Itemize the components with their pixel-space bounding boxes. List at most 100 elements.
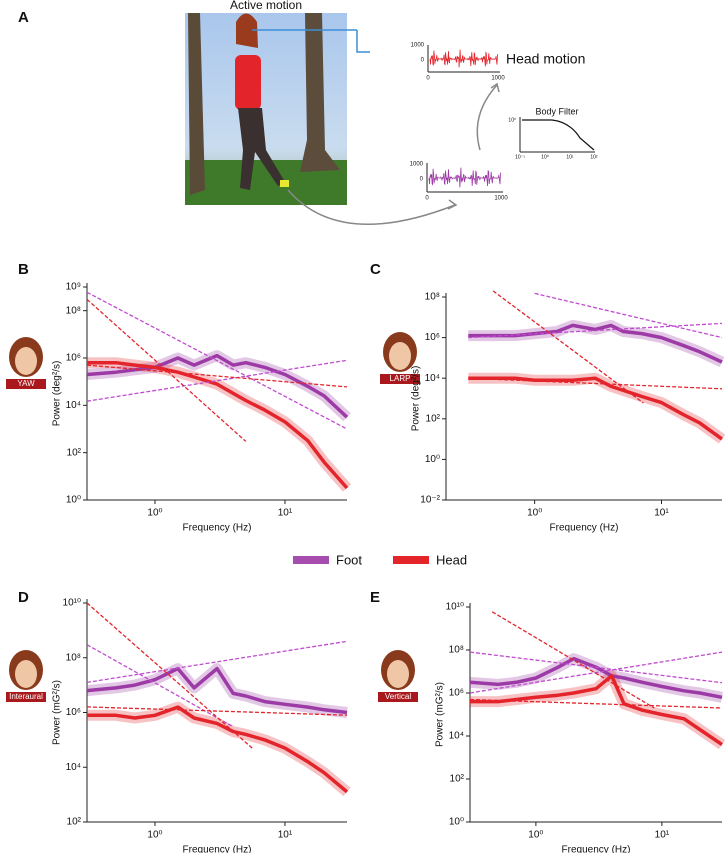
legend-label: Foot xyxy=(336,552,362,567)
mini-tick: 10¹ xyxy=(566,154,574,160)
fit-line xyxy=(468,377,723,390)
mini-tick: 10² xyxy=(590,154,598,160)
fit-line xyxy=(469,651,723,694)
head-icon-face xyxy=(15,347,37,375)
head-icon-base xyxy=(380,374,420,384)
head-icon-base xyxy=(6,379,46,389)
arrow xyxy=(476,84,498,151)
panel-label: B xyxy=(18,261,29,278)
x-tick-label: 10⁰ xyxy=(147,830,162,841)
head-icon-base xyxy=(6,692,46,702)
fit-line xyxy=(491,611,655,709)
y-tick-label: 10⁰ xyxy=(449,817,464,828)
legend-swatch xyxy=(393,556,429,564)
y-tick-label: 10² xyxy=(450,774,465,785)
y-tick-label: 10² xyxy=(426,413,441,424)
head-icon-base xyxy=(378,692,418,702)
y-tick-label: 10⁶ xyxy=(425,332,440,343)
mini-tick: 10⁰ xyxy=(541,154,549,160)
y-tick-label: 10² xyxy=(67,447,82,458)
fit-line xyxy=(86,640,348,684)
series-line xyxy=(468,376,724,441)
panel-label: C xyxy=(370,261,381,278)
series-line xyxy=(87,360,349,490)
head-icon-face xyxy=(387,660,409,688)
mini-tick: 0 xyxy=(425,196,429,202)
body-filter-plot xyxy=(519,117,595,153)
mini-tick: 0 xyxy=(426,76,430,82)
y-tick-label: 10¹⁰ xyxy=(446,602,464,613)
noise-trace xyxy=(429,49,499,68)
y-tick-label: 10⁶ xyxy=(66,707,81,718)
icon-label: YAW xyxy=(17,379,35,388)
fit-line xyxy=(86,602,253,749)
icon-label: Vertical xyxy=(385,692,411,701)
y-tick-label: 10⁶ xyxy=(66,353,81,364)
y-tick-label: 10⁸ xyxy=(66,652,81,663)
y-tick-label: 10⁸ xyxy=(449,645,464,656)
head-motion-label: Head motion xyxy=(506,51,585,67)
fit-line xyxy=(86,706,348,716)
mini-tick: 1000 xyxy=(410,162,424,168)
fit-line xyxy=(86,359,348,402)
y-tick-label: 10⁰ xyxy=(425,454,440,465)
mini-tick: 1000 xyxy=(491,76,505,82)
icon-label: LARP xyxy=(390,374,411,383)
fit-line xyxy=(86,364,348,388)
fit-line xyxy=(468,322,723,339)
x-axis-label: Frequency (Hz) xyxy=(562,845,631,853)
confidence-band xyxy=(87,701,351,797)
y-tick-label: 10⁴ xyxy=(425,373,440,384)
arrow xyxy=(356,30,370,53)
fit-line xyxy=(534,292,723,339)
y-tick-label: 10⁴ xyxy=(449,731,464,742)
mini-tick: 1000 xyxy=(411,43,425,49)
noise-trace xyxy=(428,167,502,188)
mini-tick: 10⁰ xyxy=(508,117,516,123)
panel-label: E xyxy=(370,589,380,606)
y-tick-label: 10⁻² xyxy=(420,495,440,506)
fit-line xyxy=(86,298,247,442)
y-tick-label: 10⁹ xyxy=(66,282,81,293)
head-icon-face xyxy=(15,660,37,688)
runner-photo xyxy=(185,13,347,205)
body-filter-label: Body Filter xyxy=(535,106,578,116)
series-line xyxy=(470,674,723,747)
x-tick-label: 10⁰ xyxy=(147,508,162,519)
foot-motion-plot xyxy=(426,163,503,193)
fit-line xyxy=(492,290,644,404)
y-axis-label: Power (deg²/s) xyxy=(411,366,422,432)
legend-swatch xyxy=(293,556,329,564)
x-axis-label: Frequency (Hz) xyxy=(550,523,619,534)
mini-tick: 0 xyxy=(421,58,425,64)
y-tick-label: 10⁸ xyxy=(66,305,81,316)
fit-line xyxy=(86,644,234,728)
legend-label: Head xyxy=(436,552,467,567)
head-icon-face xyxy=(389,342,411,370)
icon-label: Interaural xyxy=(9,692,43,701)
head-motion-plot xyxy=(427,45,500,73)
x-tick-label: 10¹ xyxy=(655,830,670,841)
panel-label: D xyxy=(18,589,29,606)
y-tick-label: 10² xyxy=(67,817,82,828)
series-line xyxy=(86,666,348,715)
mini-tick: 0 xyxy=(420,177,424,183)
x-tick-label: 10⁰ xyxy=(528,830,543,841)
y-axis-label: Power (mG²/s) xyxy=(435,682,446,747)
x-tick-label: 10¹ xyxy=(654,508,669,519)
confidence-band xyxy=(468,372,726,444)
x-axis-label: Frequency (Hz) xyxy=(183,523,252,534)
y-axis-label: Power (deg²/s) xyxy=(52,361,63,427)
x-tick-label: 10⁰ xyxy=(527,508,542,519)
y-tick-label: 10⁴ xyxy=(66,762,81,773)
y-tick-label: 10⁰ xyxy=(66,495,81,506)
y-tick-label: 10¹⁰ xyxy=(63,598,81,609)
mini-tick: 1000 xyxy=(494,196,508,202)
y-tick-label: 10⁴ xyxy=(66,400,81,411)
y-axis-label: Power (mG²/s) xyxy=(52,680,63,745)
arrow xyxy=(287,189,456,226)
x-tick-label: 10¹ xyxy=(278,508,293,519)
panel-label: A xyxy=(18,9,29,26)
fit-line xyxy=(86,291,348,430)
